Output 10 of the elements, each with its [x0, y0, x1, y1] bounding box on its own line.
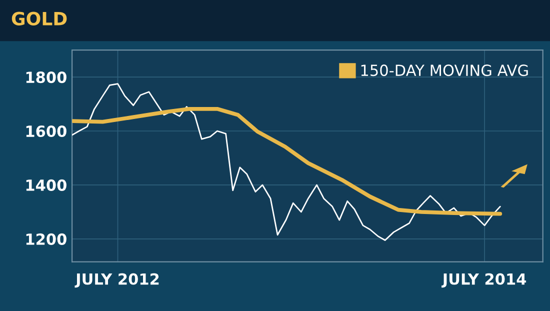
line-series: [72, 83, 501, 241]
y-tick-label: 1400: [26, 179, 66, 191]
y-tick-label: 1800: [26, 72, 66, 84]
y-tick-label: 1600: [26, 125, 66, 138]
y-tick-label: 1200: [26, 233, 66, 245]
chart-title: GOLD: [12, 12, 67, 26]
x-tick-label: JULY 2014: [442, 273, 526, 288]
legend-label: 150-DAY MOVING AVG: [361, 64, 528, 76]
x-tick-label: JULY 2012: [74, 273, 159, 288]
line-series: [72, 106, 502, 216]
